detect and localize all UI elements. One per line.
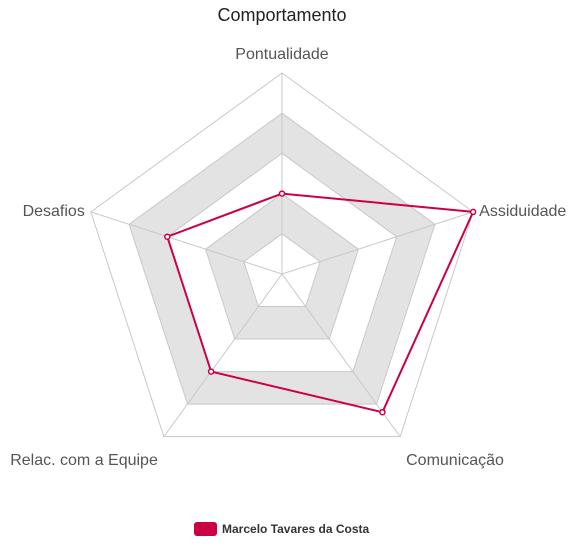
radar-spoke [90,211,283,275]
series-line [166,192,475,414]
chart-title: Comportamento [217,5,346,25]
radar-grid [90,72,474,438]
data-point[interactable] [278,190,286,197]
axis-label: Relac. com a Equipe [10,452,158,469]
axis-label: Assiduidade [479,203,566,220]
data-point[interactable] [207,368,215,375]
radar-spoke [281,273,401,437]
axis-label: Comunicação [406,452,504,469]
axis-labels: Pontualidade Assiduidade Comunicação Relac.… [10,46,566,469]
axis-label: Desafios [23,203,85,220]
axis-label: Pontualidade [235,46,329,63]
data-point[interactable] [379,408,386,416]
radar-ring [90,72,474,438]
radar-ring [166,152,398,373]
data-point[interactable] [164,233,171,240]
radar-ring [243,233,321,308]
legend-swatch[interactable] [194,522,217,536]
data-point[interactable] [469,208,477,216]
legend-label[interactable]: Marcelo Tavares da Costa [222,522,370,536]
radar-series [164,190,477,416]
radar-ring [204,192,360,340]
legend[interactable]: Marcelo Tavares da Costa [194,522,370,536]
radar-spoke [281,211,474,275]
radar-spoke [163,273,283,437]
